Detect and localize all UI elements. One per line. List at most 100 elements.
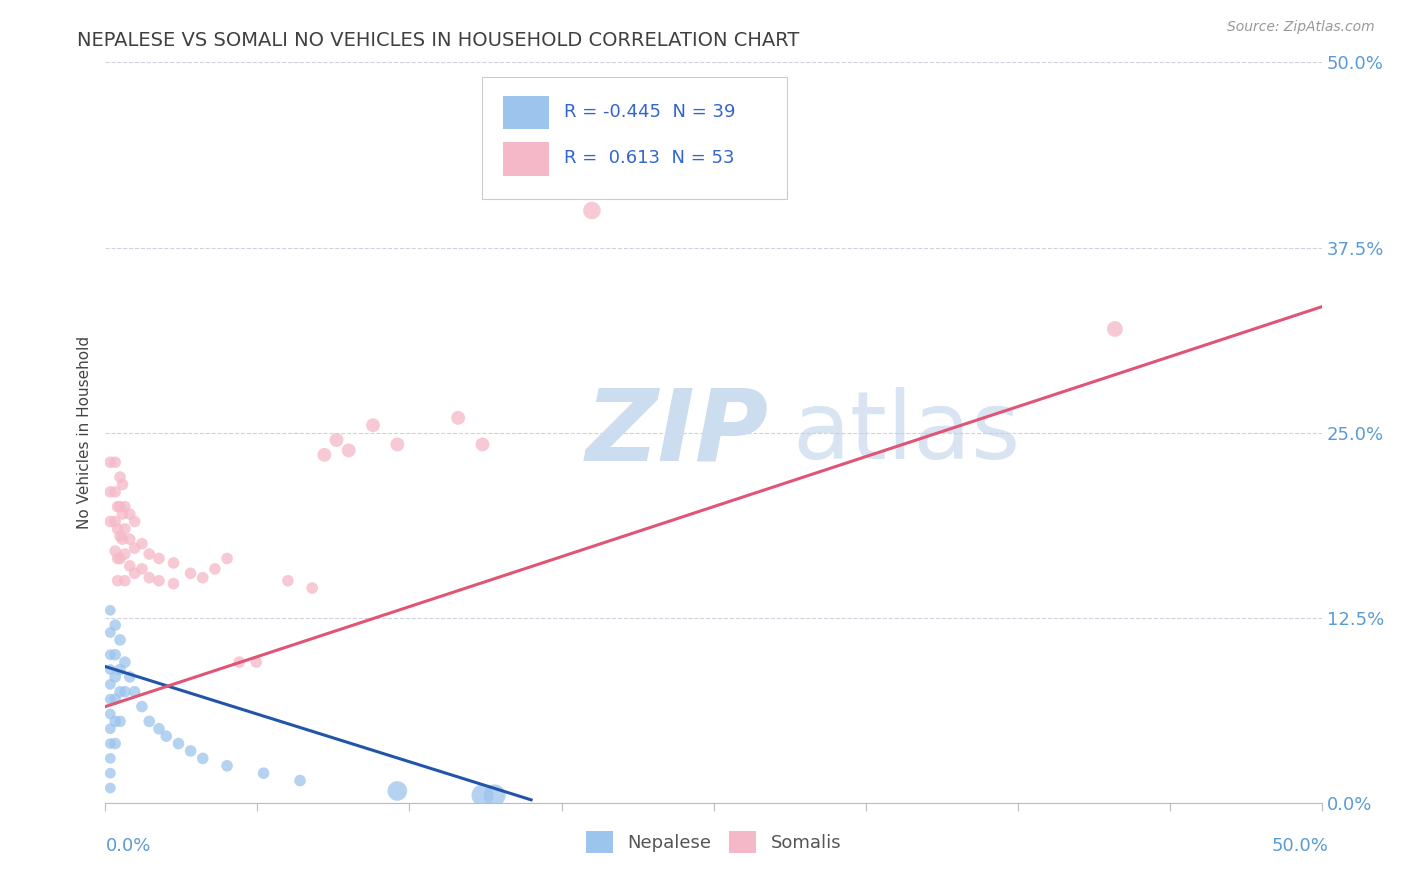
- Point: [98, 625, 121, 640]
- Point: [204, 562, 226, 576]
- Point: [104, 692, 127, 706]
- Point: [325, 433, 347, 447]
- FancyBboxPatch shape: [503, 143, 550, 176]
- Point: [148, 574, 170, 588]
- Point: [301, 581, 323, 595]
- Point: [98, 603, 121, 617]
- Point: [162, 576, 184, 591]
- Text: NEPALESE VS SOMALI NO VEHICLES IN HOUSEHOLD CORRELATION CHART: NEPALESE VS SOMALI NO VEHICLES IN HOUSEH…: [77, 31, 800, 50]
- Point: [337, 443, 360, 458]
- Point: [124, 541, 146, 555]
- Point: [361, 418, 384, 433]
- Point: [581, 203, 603, 218]
- Text: Source: ZipAtlas.com: Source: ZipAtlas.com: [1227, 20, 1375, 34]
- Point: [118, 507, 141, 521]
- Point: [104, 737, 127, 751]
- Point: [314, 448, 336, 462]
- Point: [98, 722, 121, 736]
- Point: [118, 558, 141, 573]
- Point: [98, 648, 121, 662]
- Point: [191, 751, 214, 765]
- Point: [114, 522, 136, 536]
- Point: [98, 515, 121, 529]
- Point: [111, 533, 134, 547]
- Point: [148, 551, 170, 566]
- Point: [138, 547, 160, 561]
- Point: [124, 685, 146, 699]
- Point: [104, 455, 127, 469]
- Point: [107, 574, 129, 588]
- Point: [108, 663, 131, 677]
- Point: [114, 685, 136, 699]
- Point: [484, 789, 506, 803]
- Point: [98, 484, 121, 499]
- Point: [124, 515, 146, 529]
- Text: 50.0%: 50.0%: [1272, 837, 1329, 855]
- Point: [138, 714, 160, 729]
- Point: [387, 784, 409, 798]
- Text: atlas: atlas: [793, 386, 1021, 479]
- Point: [155, 729, 177, 743]
- Point: [138, 571, 160, 585]
- Point: [131, 536, 153, 550]
- Point: [108, 685, 131, 699]
- Point: [107, 551, 129, 566]
- Point: [288, 773, 311, 788]
- Point: [104, 484, 127, 499]
- Point: [471, 437, 494, 451]
- Point: [108, 500, 131, 514]
- Point: [447, 410, 470, 425]
- Point: [108, 470, 131, 484]
- Point: [118, 533, 141, 547]
- Point: [108, 632, 131, 647]
- Point: [180, 566, 202, 581]
- FancyBboxPatch shape: [482, 78, 786, 200]
- Point: [108, 551, 131, 566]
- Point: [104, 670, 127, 684]
- Text: R =  0.613  N = 53: R = 0.613 N = 53: [564, 149, 734, 167]
- Point: [1104, 322, 1126, 336]
- Point: [118, 670, 141, 684]
- Point: [98, 455, 121, 469]
- FancyBboxPatch shape: [503, 95, 550, 129]
- Point: [104, 544, 127, 558]
- Point: [104, 648, 127, 662]
- Point: [114, 574, 136, 588]
- Point: [217, 758, 239, 772]
- Point: [471, 789, 494, 803]
- Point: [107, 522, 129, 536]
- Point: [98, 780, 121, 795]
- Point: [162, 556, 184, 570]
- Point: [104, 515, 127, 529]
- Point: [98, 737, 121, 751]
- Point: [228, 655, 250, 669]
- Point: [111, 507, 134, 521]
- Text: ZIP: ZIP: [586, 384, 769, 481]
- Point: [191, 571, 214, 585]
- Point: [108, 714, 131, 729]
- Point: [167, 737, 190, 751]
- Point: [114, 500, 136, 514]
- Point: [114, 547, 136, 561]
- Point: [98, 677, 121, 691]
- Point: [124, 566, 146, 581]
- Point: [387, 437, 409, 451]
- Point: [107, 500, 129, 514]
- Point: [108, 529, 131, 543]
- Point: [111, 477, 134, 491]
- Y-axis label: No Vehicles in Household: No Vehicles in Household: [77, 336, 93, 529]
- Point: [245, 655, 267, 669]
- Point: [98, 692, 121, 706]
- Point: [131, 699, 153, 714]
- Point: [277, 574, 299, 588]
- Point: [180, 744, 202, 758]
- Point: [98, 706, 121, 721]
- Point: [104, 618, 127, 632]
- Point: [252, 766, 274, 780]
- Text: R = -0.445  N = 39: R = -0.445 N = 39: [564, 103, 735, 121]
- Point: [217, 551, 239, 566]
- Point: [98, 766, 121, 780]
- Point: [148, 722, 170, 736]
- Point: [98, 663, 121, 677]
- Point: [114, 655, 136, 669]
